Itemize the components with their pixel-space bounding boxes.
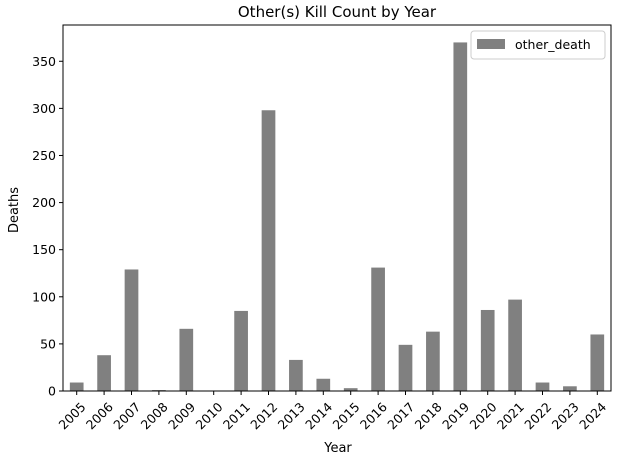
bar-2005 [69,382,84,391]
x-tick-label: 2013 [275,399,308,432]
x-tick-label: 2023 [549,399,582,432]
legend-swatch [477,39,505,49]
bar-2016 [371,267,385,391]
legend-box [470,30,606,60]
bar-2012 [261,110,276,391]
bar-2023 [563,386,577,391]
bar-2009 [179,328,194,391]
y-tick-label: 250 [32,148,56,163]
chart-title: Other(s) Kill Count by Year [238,3,437,21]
bars [69,42,605,392]
y-axis-label: Deaths [7,187,22,233]
x-axis-ticks: 2005200620072008200920102011201220132014… [56,391,609,432]
x-tick-label: 2017 [384,399,417,432]
legend: other_death [470,30,606,60]
x-tick-label: 2010 [193,399,226,432]
x-tick-label: 2009 [165,399,198,432]
bar-2011 [234,310,248,391]
y-tick-label: 300 [32,101,56,116]
x-tick-label: 2016 [357,399,390,432]
bar-2007 [124,269,139,391]
x-tick-label: 2021 [494,399,527,432]
bar-2022 [535,382,550,391]
x-tick-label: 2018 [412,399,445,432]
bar-2018 [426,331,440,391]
bar-2015 [343,388,358,391]
bar-2013 [289,359,303,391]
x-axis-label: Year [323,441,352,456]
x-tick-label: 2011 [220,399,253,432]
bar-2021 [508,299,522,391]
x-tick-label: 2020 [467,399,500,432]
y-tick-label: 50 [40,336,56,351]
x-tick-label: 2022 [521,399,554,432]
bar-2019 [453,42,468,392]
x-tick-label: 2024 [576,399,609,432]
x-tick-label: 2014 [302,399,335,432]
plot-frame [62,24,612,392]
y-tick-label: 200 [32,195,56,210]
y-tick-label: 350 [32,54,56,69]
x-tick-label: 2012 [247,399,280,432]
y-tick-label: 150 [32,242,56,257]
y-axis-ticks: 0 50 100 150 200 250 300 350 [32,54,63,399]
y-tick-label: 0 [48,384,56,399]
bar-2017 [398,344,413,391]
y-tick-label: 100 [32,289,56,304]
legend-label: other_death [515,37,591,52]
x-tick-label: 2007 [110,399,143,432]
bar-2006 [97,355,111,391]
x-tick-label: 2008 [138,399,171,432]
x-tick-label: 2015 [330,399,363,432]
x-tick-label: 2005 [56,399,89,432]
x-tick-label: 2006 [83,399,116,432]
bar-2024 [590,334,605,391]
x-tick-label: 2019 [439,399,472,432]
bar-2014 [316,378,331,391]
bar-2020 [480,309,495,391]
